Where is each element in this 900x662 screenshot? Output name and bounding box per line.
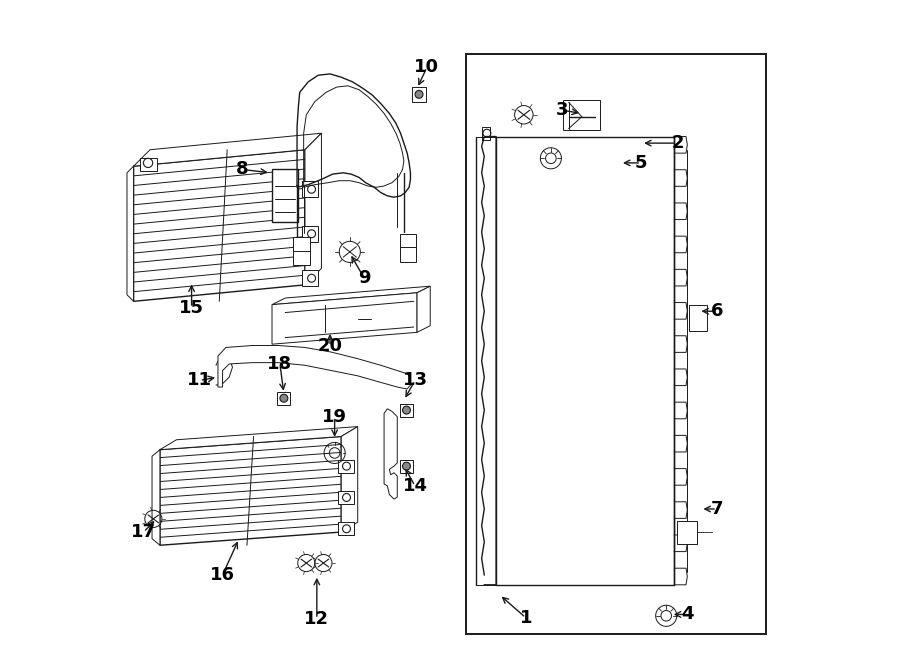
Polygon shape	[384, 409, 397, 499]
Bar	[293, 238, 310, 265]
Text: 5: 5	[634, 154, 647, 172]
Bar	[466, 54, 767, 634]
Text: 7: 7	[711, 500, 724, 518]
Text: 17: 17	[131, 523, 156, 541]
Text: 14: 14	[402, 477, 428, 495]
Bar	[482, 126, 491, 140]
Bar	[678, 521, 698, 544]
Text: 19: 19	[322, 408, 347, 426]
Polygon shape	[133, 133, 321, 166]
Polygon shape	[218, 346, 410, 389]
Bar	[400, 459, 413, 473]
Bar	[563, 99, 600, 130]
Text: 10: 10	[414, 58, 439, 76]
Bar	[400, 234, 417, 261]
Bar	[338, 491, 355, 504]
Text: 4: 4	[681, 606, 694, 624]
Polygon shape	[496, 136, 674, 585]
Text: 20: 20	[318, 337, 343, 355]
Bar	[302, 226, 319, 242]
Polygon shape	[160, 436, 341, 545]
Circle shape	[402, 406, 410, 414]
Polygon shape	[152, 449, 160, 545]
Polygon shape	[341, 426, 357, 532]
Polygon shape	[160, 426, 357, 449]
Circle shape	[415, 91, 423, 98]
Text: 16: 16	[210, 566, 235, 584]
Circle shape	[280, 395, 288, 402]
Polygon shape	[272, 293, 417, 344]
Polygon shape	[305, 133, 321, 285]
Bar	[302, 270, 319, 286]
Text: 9: 9	[358, 269, 371, 287]
Bar	[302, 181, 319, 197]
Text: 1: 1	[519, 609, 532, 627]
Text: 8: 8	[236, 160, 248, 179]
Bar	[140, 158, 157, 171]
Text: 18: 18	[267, 355, 293, 373]
Text: 12: 12	[304, 610, 329, 628]
Text: 2: 2	[671, 134, 684, 152]
Bar	[412, 87, 427, 101]
Circle shape	[402, 462, 410, 470]
Bar	[272, 169, 299, 222]
Bar	[688, 305, 707, 331]
Polygon shape	[272, 286, 430, 305]
Polygon shape	[417, 286, 430, 332]
Bar	[338, 459, 355, 473]
Text: 13: 13	[402, 371, 428, 389]
Text: 6: 6	[711, 303, 724, 320]
Text: 11: 11	[187, 371, 212, 389]
Bar	[400, 404, 413, 416]
Text: 3: 3	[556, 101, 568, 119]
Bar	[277, 392, 291, 405]
Text: 15: 15	[179, 299, 204, 317]
Bar	[338, 522, 355, 536]
Polygon shape	[127, 166, 133, 301]
Polygon shape	[133, 150, 305, 301]
